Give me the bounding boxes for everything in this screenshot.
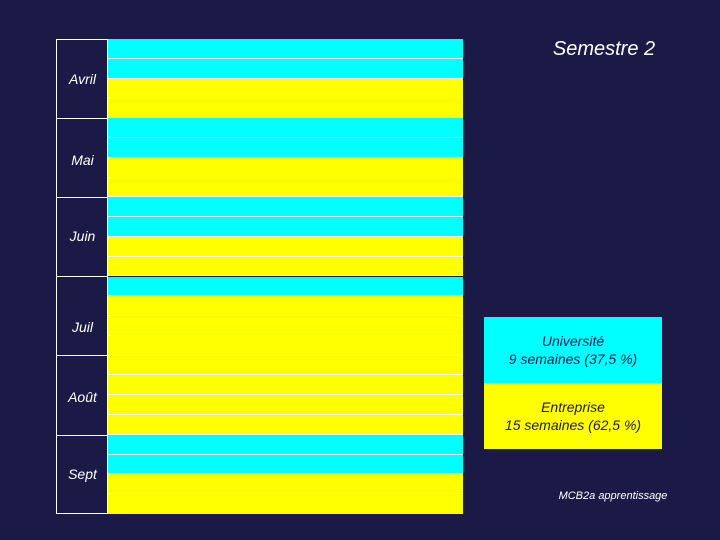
- legend-universite-detail: 9 semaines (37,5 %): [508, 351, 638, 367]
- week-universite: [108, 454, 463, 475]
- month-label: Juil: [71, 319, 93, 335]
- weeks-grid: [108, 39, 463, 514]
- week-universite: [108, 434, 463, 455]
- week-entreprise: [108, 316, 463, 336]
- month-column: Avril Mai Juin Juil Août Sept: [56, 39, 108, 514]
- legend-universite-title: Université: [541, 333, 605, 349]
- legend-entreprise-title: Entreprise: [541, 399, 605, 415]
- week-entreprise: [108, 355, 463, 376]
- week-universite: [108, 137, 463, 158]
- week-entreprise: [108, 335, 463, 356]
- month-label: Avril: [69, 71, 96, 87]
- legend-universite: Université 9 semaines (37,5 %): [484, 317, 662, 383]
- legend-entreprise-detail: 15 semaines (62,5 %): [504, 417, 642, 433]
- week-entreprise: [108, 98, 463, 119]
- week-entreprise: [108, 474, 463, 495]
- week-entreprise: [108, 415, 463, 435]
- week-entreprise: [108, 296, 463, 317]
- month-cell-sept: Sept: [57, 436, 108, 515]
- month-cell-juin: Juin: [57, 198, 108, 277]
- month-label: Août: [68, 389, 97, 405]
- week-universite: [108, 276, 463, 297]
- month-cell-aout: Août: [57, 356, 108, 436]
- week-entreprise: [108, 236, 463, 257]
- month-label: Sept: [68, 466, 97, 482]
- month-cell-juil: Juil: [57, 277, 108, 356]
- week-entreprise: [108, 157, 463, 178]
- month-label: Mai: [71, 152, 94, 168]
- week-entreprise: [108, 177, 463, 198]
- month-label: Juin: [69, 228, 96, 244]
- week-universite: [108, 217, 463, 237]
- footer-text: MCB2a apprentissage: [558, 490, 668, 502]
- page-title: Semestre 2: [552, 38, 656, 60]
- week-entreprise: [108, 375, 463, 396]
- week-entreprise: [108, 78, 463, 99]
- month-cell-avril: Avril: [57, 40, 108, 119]
- legend-entreprise: Entreprise 15 semaines (62,5 %): [484, 383, 662, 449]
- week-entreprise: [108, 256, 463, 277]
- week-entreprise: [108, 494, 463, 514]
- month-cell-mai: Mai: [57, 119, 108, 198]
- week-universite: [108, 197, 463, 218]
- week-universite: [108, 118, 463, 138]
- week-universite: [108, 39, 463, 59]
- week-universite: [108, 58, 463, 79]
- week-entreprise: [108, 395, 463, 416]
